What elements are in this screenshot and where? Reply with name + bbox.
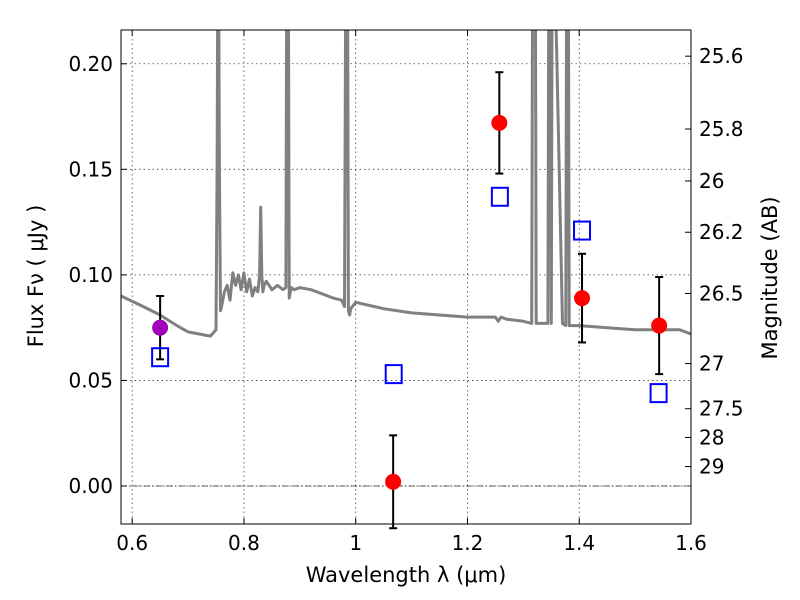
- observed-point: [491, 114, 508, 131]
- model-photometry-square: [384, 364, 403, 385]
- x-tick-label: 1.2: [452, 531, 484, 555]
- mag-tick-label: 29: [699, 455, 724, 479]
- x-tick-label: 1: [349, 531, 362, 555]
- model-photometry-square: [573, 220, 592, 241]
- mag-tick-label: 25.8: [699, 117, 744, 141]
- x-tick-label: 1.6: [675, 531, 707, 555]
- plot-frame: [120, 29, 692, 525]
- mag-tick-label: 25.6: [699, 44, 744, 68]
- model-photometry-square: [151, 347, 170, 368]
- mag-tick-label: 26.2: [699, 220, 744, 244]
- model-spectrum-line: [121, 30, 691, 338]
- x-tick-labels: 0.6 0.8 1 1.2 1.4 1.6: [116, 531, 707, 555]
- magnitude-tick-labels: 25.6 25.8 26 26.2 26.5 27 27.5 28 29: [699, 44, 744, 478]
- model-photometry-layer: [151, 186, 668, 404]
- model-photometry-square: [649, 383, 668, 404]
- x-tick-label: 0.6: [116, 531, 148, 555]
- y-tick-labels: 0.00 0.05 0.10 0.15 0.20: [68, 52, 113, 498]
- data-point-layer: [152, 114, 668, 490]
- x-axis-title: Wavelength λ (μm): [306, 563, 507, 587]
- observed-point: [152, 319, 169, 336]
- y2-axis-title: Magnitude (AB): [758, 196, 782, 359]
- observed-point: [651, 317, 668, 334]
- mag-tick-label: 27.5: [699, 397, 744, 421]
- observed-point: [574, 290, 591, 307]
- y-tick-label: 0.20: [68, 52, 113, 76]
- y-tick-label: 0.00: [68, 474, 113, 498]
- y-tick-label: 0.05: [68, 368, 113, 392]
- model-photometry-square: [490, 186, 509, 207]
- mag-tick-label: 26.5: [699, 281, 744, 305]
- x-tick-label: 0.8: [228, 531, 260, 555]
- y-tick-label: 0.10: [68, 263, 113, 287]
- x-tick-label: 1.4: [563, 531, 595, 555]
- grid-layer: [121, 30, 691, 524]
- observed-point: [385, 473, 402, 490]
- mag-tick-label: 27: [699, 352, 724, 376]
- model-spectrum-layer: [121, 30, 691, 338]
- y-tick-label: 0.15: [68, 157, 113, 181]
- mag-tick-label: 26: [699, 169, 724, 193]
- tick-layer: [121, 30, 692, 524]
- mag-tick-label: 28: [699, 425, 724, 449]
- y-axis-title: Flux Fν ( μJy ): [24, 205, 48, 348]
